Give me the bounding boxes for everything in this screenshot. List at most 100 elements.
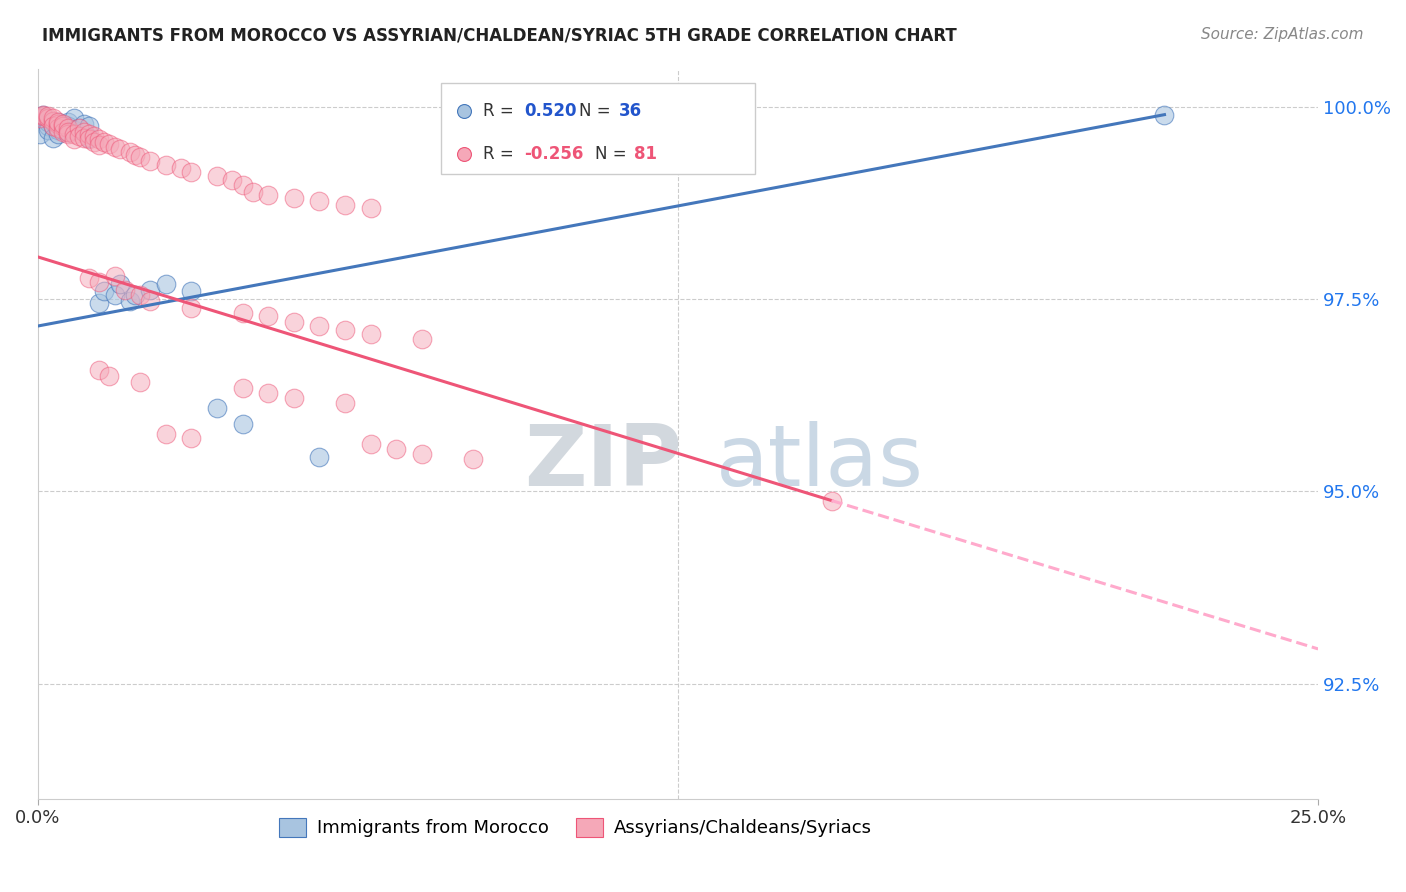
Point [46, 127, 69, 141]
Point [308, 319, 330, 334]
Point [103, 269, 125, 284]
Point [31, 112, 53, 126]
Point [139, 283, 162, 297]
Point [129, 150, 152, 164]
Point [46, 121, 69, 136]
Point [89, 275, 111, 289]
Point [42, 130, 65, 145]
Point [385, 442, 408, 456]
Point [180, 301, 202, 316]
Point [52, 119, 75, 133]
Point [232, 178, 254, 193]
Point [42, 113, 65, 128]
Text: R =: R = [484, 102, 519, 120]
Point [30, 127, 52, 141]
Point [180, 285, 202, 299]
Text: R =: R = [484, 145, 519, 163]
Point [46, 115, 69, 129]
Point [257, 309, 280, 323]
Text: N =: N = [595, 145, 631, 163]
Point [118, 145, 141, 159]
Text: Source: ZipAtlas.com: Source: ZipAtlas.com [1201, 27, 1364, 42]
Point [103, 288, 125, 302]
Point [67, 129, 90, 144]
Point [232, 380, 254, 394]
Point [108, 277, 131, 291]
Point [205, 401, 228, 416]
Legend: Immigrants from Morocco, Assyrians/Chaldeans/Syriacs: Immigrants from Morocco, Assyrians/Chald… [271, 811, 879, 845]
Point [62, 132, 84, 146]
Point [83, 135, 105, 149]
Point [58, 124, 80, 138]
Point [155, 426, 177, 441]
Point [58, 124, 80, 138]
Point [58, 127, 80, 141]
Point [77, 130, 100, 145]
Text: 0.520: 0.520 [524, 102, 576, 120]
Point [1153, 108, 1175, 122]
Point [139, 153, 162, 168]
Point [31, 108, 53, 122]
Point [42, 119, 65, 133]
Point [155, 277, 177, 291]
Point [62, 123, 84, 137]
Text: IMMIGRANTS FROM MOROCCO VS ASSYRIAN/CHALDEAN/SYRIAC 5TH GRADE CORRELATION CHART: IMMIGRANTS FROM MOROCCO VS ASSYRIAN/CHAL… [42, 27, 957, 45]
Point [77, 270, 100, 285]
Point [411, 332, 433, 346]
Point [180, 430, 202, 444]
Text: 81: 81 [634, 145, 658, 163]
Point [83, 129, 105, 144]
Point [89, 363, 111, 377]
Point [77, 127, 100, 141]
Point [333, 323, 356, 337]
Point [221, 173, 243, 187]
Point [77, 119, 100, 133]
Point [461, 452, 484, 467]
Point [62, 127, 84, 141]
Point [67, 121, 90, 136]
Point [129, 288, 152, 302]
Point [31, 109, 53, 123]
Point [37, 112, 59, 126]
Point [103, 140, 125, 154]
Point [77, 132, 100, 146]
Point [52, 117, 75, 131]
Point [73, 124, 96, 138]
Point [73, 130, 96, 145]
Text: N =: N = [579, 102, 616, 120]
Point [360, 202, 382, 216]
Point [37, 123, 59, 137]
Point [73, 117, 96, 131]
Point [155, 158, 177, 172]
Point [283, 391, 305, 405]
Point [67, 121, 90, 136]
Point [205, 169, 228, 183]
Point [52, 119, 75, 133]
Point [242, 185, 264, 199]
Point [52, 123, 75, 137]
Point [37, 115, 59, 129]
Point [58, 121, 80, 136]
Point [283, 315, 305, 329]
Point [360, 326, 382, 341]
Point [46, 115, 69, 129]
Point [170, 161, 193, 176]
Point [820, 493, 842, 508]
Text: -0.256: -0.256 [524, 145, 583, 163]
Point [42, 112, 65, 126]
Text: 36: 36 [619, 102, 643, 120]
Point [308, 194, 330, 208]
FancyBboxPatch shape [441, 83, 755, 175]
Point [89, 132, 111, 146]
Point [98, 369, 121, 384]
Point [93, 135, 115, 149]
Point [52, 124, 75, 138]
Point [62, 112, 84, 126]
Point [114, 283, 136, 297]
Point [58, 115, 80, 129]
Point [180, 165, 202, 179]
Point [411, 447, 433, 461]
Point [89, 138, 111, 153]
Point [257, 386, 280, 401]
Point [42, 119, 65, 133]
